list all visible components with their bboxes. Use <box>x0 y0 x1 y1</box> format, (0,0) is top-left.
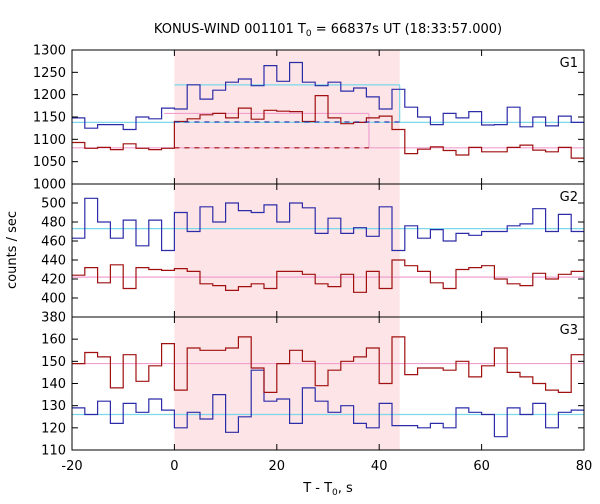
panel-frames-layer <box>71 49 585 451</box>
y-tick-label-g3: 140 <box>41 377 66 392</box>
series-step-high-g3 <box>72 369 584 438</box>
x-tick-label: 40 <box>371 459 388 474</box>
panel-label-g1: G1 <box>560 56 578 71</box>
x-tick-label: -20 <box>61 459 82 474</box>
series-step-high-g2 <box>72 197 584 252</box>
y-tick-label-g2: 440 <box>41 254 66 269</box>
text-layer: KONUS-WIND 001101 T0 = 66837s UT (18:33:… <box>5 22 592 498</box>
series-step-high-g1 <box>72 61 584 131</box>
x-tick-label: 80 <box>576 459 593 474</box>
y-tick-label-g2: 420 <box>41 273 66 288</box>
y-tick-label-g1: 1100 <box>33 133 66 148</box>
highlight-band <box>174 50 400 450</box>
y-tick-label-g2: 480 <box>41 216 66 231</box>
y-tick-label-g1: 1050 <box>33 155 66 170</box>
x-tick-label: 60 <box>473 459 490 474</box>
y-tick-label-g1: 1000 <box>33 178 66 193</box>
x-tick-label: 0 <box>170 459 178 474</box>
x-tick-label: 20 <box>269 459 286 474</box>
y-tick-label-g3: 130 <box>41 399 66 414</box>
y-tick-label-g1: 1250 <box>33 66 66 81</box>
y-tick-label-g3: 110 <box>41 444 66 459</box>
y-tick-label-g3: 120 <box>41 421 66 436</box>
y-tick-label-g2: 380 <box>41 311 66 326</box>
panel-label-g3: G3 <box>560 323 578 338</box>
series-step-low-g2 <box>72 259 584 293</box>
series-step-low-g1 <box>72 95 584 159</box>
y-tick-label-g1: 1150 <box>33 111 66 126</box>
series-step-low-g3 <box>72 336 584 393</box>
x-axis-label: T - T0, s <box>302 481 353 498</box>
y-tick-label-g2: 400 <box>41 292 66 307</box>
y-axis-label: counts / sec <box>5 211 20 289</box>
panel-label-g2: G2 <box>560 190 578 205</box>
series-layer <box>72 61 584 438</box>
highlight-band-layer <box>174 50 400 450</box>
y-tick-label-g1: 1300 <box>33 44 66 59</box>
y-tick-label-g3: 150 <box>41 355 66 370</box>
y-tick-label-g2: 500 <box>41 197 66 212</box>
y-tick-label-g3: 160 <box>41 333 66 348</box>
y-tick-label-g2: 460 <box>41 235 66 250</box>
chart-title: KONUS-WIND 001101 T0 = 66837s UT (18:33:… <box>154 22 502 39</box>
y-tick-label-g1: 1200 <box>33 88 66 103</box>
